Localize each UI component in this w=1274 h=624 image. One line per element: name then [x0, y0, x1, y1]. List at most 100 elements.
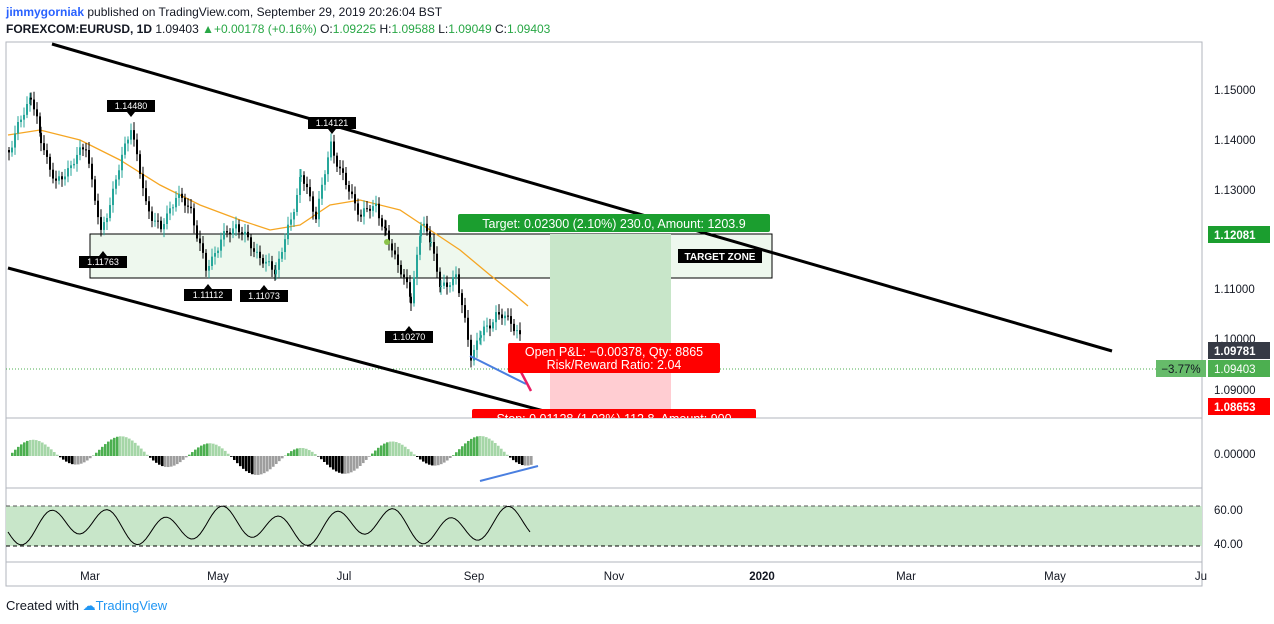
y-tick-2: 1.14000 — [1214, 135, 1256, 147]
histogram-bar — [164, 456, 167, 467]
open-label: O: — [320, 22, 333, 36]
histogram-bar — [326, 456, 329, 465]
histogram-bar — [44, 444, 47, 456]
histogram-bar — [71, 456, 74, 465]
candle-body — [17, 121, 19, 134]
candle-body — [115, 179, 117, 189]
tradingview-logo-icon[interactable]: ☁ — [82, 598, 96, 613]
candle-body — [133, 130, 135, 140]
candle-body — [461, 293, 463, 306]
histogram-bar — [449, 456, 452, 459]
target-area[interactable] — [550, 234, 671, 358]
candle-body — [284, 239, 286, 253]
target-zone-label[interactable]: TARGET ZONE — [678, 249, 762, 263]
candle-body — [476, 340, 478, 350]
histogram-bar — [35, 440, 38, 456]
price-tag-target — [1208, 226, 1270, 243]
candle-body — [148, 201, 150, 212]
histogram-bar — [95, 452, 98, 456]
histogram-bar — [170, 456, 173, 467]
candle-body — [217, 250, 219, 254]
histogram-bar — [263, 456, 266, 474]
candle-body — [413, 277, 415, 304]
symbol-label[interactable]: FOREXCOM:EURUSD, 1D — [6, 22, 153, 36]
target-zone-text: TARGET ZONE — [685, 252, 756, 263]
candle-body — [473, 349, 475, 361]
candle-body — [142, 173, 144, 189]
divergence-line-price[interactable] — [469, 355, 527, 385]
candle-body — [315, 211, 317, 220]
candle-body — [384, 226, 386, 229]
histogram-bar — [383, 443, 386, 456]
time-axis[interactable]: Mar May Jul Sep Nov 2020 Mar May Ju — [80, 571, 1207, 583]
histogram-bar — [149, 456, 152, 458]
channel-upper-line[interactable] — [51, 42, 1113, 353]
candle-body — [268, 261, 270, 263]
price-tag-target-text: 1.12081 — [1214, 230, 1256, 242]
candle-body — [136, 139, 138, 155]
histogram-bar — [113, 437, 116, 456]
histogram-bar — [137, 445, 140, 456]
swing-label-6[interactable]: 1.10270 — [385, 326, 433, 343]
momentum-pane[interactable]: 0.00000 — [11, 436, 1256, 482]
histogram-bar — [23, 442, 26, 456]
histogram-bar — [404, 446, 407, 456]
histogram-bar — [56, 454, 59, 456]
swing-label-5[interactable]: 1.11073 — [240, 285, 288, 302]
percent-tag-text: −3.77% — [1161, 364, 1200, 376]
x-tick-1: Mar — [80, 571, 100, 583]
candle-body — [501, 314, 503, 319]
candle-body — [312, 196, 314, 212]
change-up-icon: ▲ — [202, 22, 214, 36]
candle-body — [388, 230, 390, 244]
histogram-bar — [38, 441, 41, 456]
candle-body — [109, 205, 111, 219]
histogram-bar — [98, 449, 101, 456]
y-tick-7: 1.09000 — [1214, 385, 1256, 397]
histogram-bar — [386, 442, 389, 456]
candle-body — [29, 97, 31, 105]
target-label[interactable]: Target: 0.02300 (2.10%) 230.0, Amount: 1… — [458, 214, 770, 232]
swing-label-4[interactable]: 1.11112 — [184, 284, 232, 301]
candle-body — [30, 97, 32, 100]
chart-canvas[interactable]: Target: 0.02300 (2.10%) 230.0, Amount: 1… — [0, 0, 1274, 596]
candle-body — [433, 241, 435, 254]
histogram-bar — [458, 449, 461, 456]
candle-body — [184, 197, 186, 206]
candle-body — [14, 133, 16, 148]
change-value: +0.00178 (+0.16%) — [213, 22, 317, 36]
histogram-bar — [41, 442, 44, 456]
candle-body — [36, 109, 38, 117]
author-link[interactable]: jimmygorniak — [6, 5, 85, 19]
pnl-label[interactable]: Open P&L: −0.00378, Qty: 8865 Risk/Rewar… — [508, 343, 720, 373]
histogram-bar — [101, 446, 104, 456]
histogram-bar — [362, 456, 365, 464]
high-value: 1.09588 — [391, 22, 435, 36]
tradingview-brand[interactable]: TradingView — [95, 598, 168, 613]
candle-body — [106, 218, 108, 223]
stop-label[interactable]: Stop: 0.01128 (1.03%) 112.8, Amount: 900 — [472, 409, 756, 427]
histogram-bar — [86, 456, 89, 461]
candle-body — [127, 139, 129, 144]
histogram-bar — [80, 456, 83, 464]
candle-body — [416, 254, 418, 278]
candle-body — [309, 187, 311, 197]
histogram-bar — [176, 456, 179, 465]
histogram-bar — [374, 450, 377, 456]
magenta-stroke — [519, 371, 533, 392]
histogram-bar — [380, 445, 383, 456]
price-axis[interactable]: 1.15000 1.14000 1.13000 1.12000 1.11000 … — [1156, 85, 1270, 415]
histogram-bar — [527, 456, 530, 466]
swing-label-2[interactable]: 1.14121 — [308, 117, 356, 134]
x-tick-6: 2020 — [749, 571, 775, 583]
channel-lower-line[interactable] — [7, 266, 571, 418]
swing-label-1[interactable]: 1.14480 — [107, 100, 155, 117]
candle-body — [247, 231, 249, 238]
rsi-pane[interactable]: 60.00 40.00 — [6, 505, 1243, 551]
swing-label-3[interactable]: 1.11763 — [79, 251, 127, 268]
candle-body — [385, 228, 387, 231]
divergence-line-indicator[interactable] — [479, 465, 539, 482]
price-pane[interactable]: Target: 0.02300 (2.10%) 230.0, Amount: 1… — [6, 42, 1202, 427]
created-with-text: Created with — [6, 598, 79, 613]
histogram-bar — [467, 440, 470, 456]
